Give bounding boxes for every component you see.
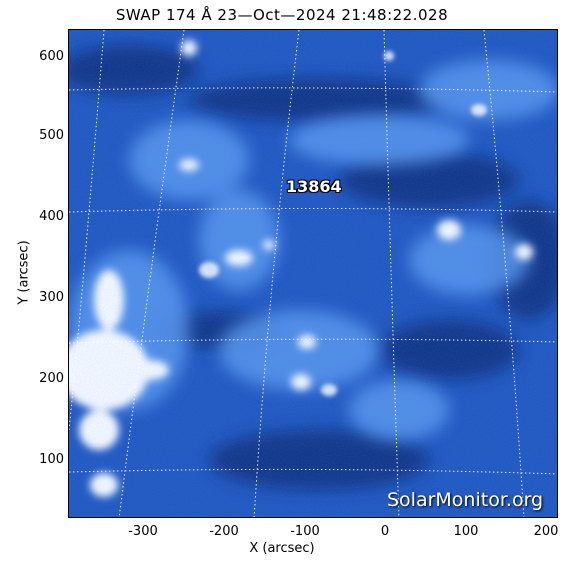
x-tick-label: -300: [128, 524, 158, 539]
y-axis-label: Y (arcsec): [16, 240, 32, 305]
image-title: SWAP 174 Å 23—Oct—2024 21:48:22.028: [115, 6, 449, 24]
x-tick-label: -200: [209, 524, 239, 539]
x-tick-label: 200: [533, 524, 559, 539]
x-tick-label: 100: [453, 524, 479, 539]
credit-watermark: SolarMonitor.org: [387, 489, 544, 511]
y-tick-label: 200: [39, 371, 64, 386]
x-tick-label: 0: [380, 524, 390, 539]
y-tick-label: 300: [39, 290, 64, 305]
x-axis-label: X (arcsec): [249, 541, 315, 556]
y-tick-label: 100: [39, 452, 64, 467]
y-tick-label: 500: [39, 128, 64, 143]
solar-image-panel: 13864 SolarMonitor.org: [68, 29, 558, 518]
x-tick-label: -100: [290, 524, 320, 539]
solar-image: [69, 30, 557, 517]
active-region-label: 13864: [286, 177, 342, 196]
y-tick-label: 600: [39, 49, 64, 64]
y-tick-label: 400: [39, 209, 64, 224]
